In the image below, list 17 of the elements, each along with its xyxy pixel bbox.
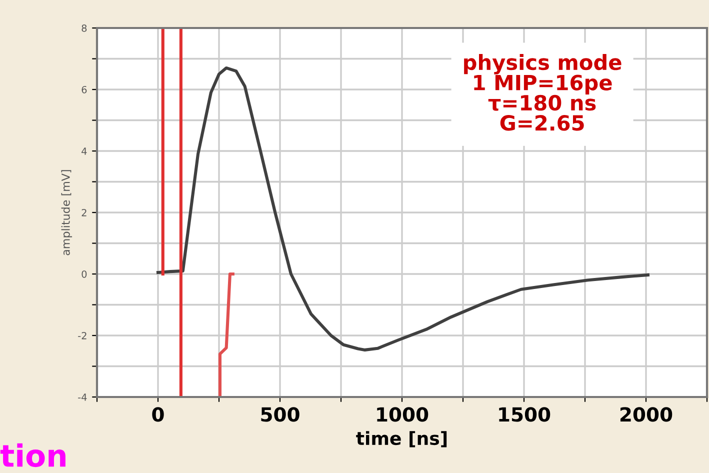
annotation: physics mode 1 MIP=16pe τ=180 ns G=2.65 <box>464 54 622 131</box>
text: tion <box>0 443 66 468</box>
y-tick-label: 2 <box>82 208 86 216</box>
y-tick-label: 0 <box>82 270 87 278</box>
y-tick-label: 6 <box>82 86 87 94</box>
line-series <box>218 272 234 397</box>
y-tick-label: 8 <box>82 24 87 32</box>
x-tick-label: 2000 <box>620 407 672 422</box>
y-tick-label: -2 <box>78 332 86 340</box>
x-tick-label: 1500 <box>499 407 550 422</box>
y-tick-label: -4 <box>78 394 87 401</box>
x-tick-label: 1000 <box>377 407 428 422</box>
y-axis-title: amplitude [mV] <box>61 170 72 256</box>
y-tick-label: 4 <box>82 148 87 155</box>
x-axis-title: time [ns] <box>356 431 447 448</box>
x-tick-label: 500 <box>261 407 300 422</box>
x-tick-label: 0 <box>152 407 164 422</box>
